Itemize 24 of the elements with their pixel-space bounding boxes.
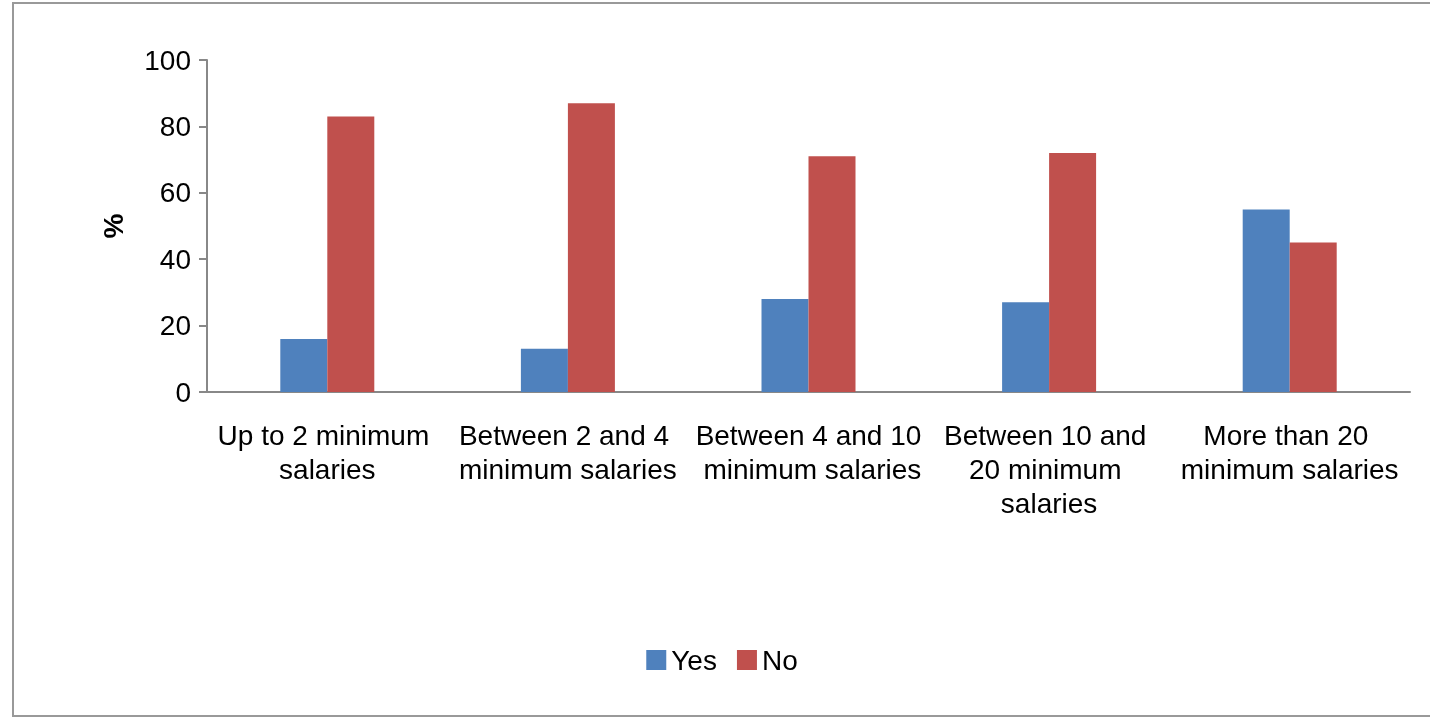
bar xyxy=(1242,209,1290,392)
bar xyxy=(280,338,328,392)
bar xyxy=(761,299,809,392)
y-tick-label: 60 xyxy=(159,177,191,209)
x-tick-label: Between 2 and 4 minimum salaries xyxy=(458,419,677,485)
legend-label: Yes xyxy=(671,644,717,676)
bar xyxy=(808,156,856,392)
x-tick-label: Up to 2 minimum salaries xyxy=(217,419,437,485)
x-tick-label: Between 10 and 20 minimum salaries xyxy=(944,419,1155,519)
bar xyxy=(327,116,375,392)
bar xyxy=(1049,152,1097,392)
y-axis-title: % xyxy=(97,213,129,239)
bar xyxy=(567,103,615,392)
bar xyxy=(1002,302,1050,392)
bar xyxy=(520,348,568,392)
x-tick-label: More than 20 minimum salaries xyxy=(1180,419,1399,485)
y-tick-label: 0 xyxy=(175,376,191,408)
bar xyxy=(1289,242,1337,392)
y-tick-label: 20 xyxy=(159,310,191,342)
x-tick-label: Between 4 and 10 minimum salaries xyxy=(695,419,922,485)
legend-label: No xyxy=(761,644,798,676)
y-tick-label: 40 xyxy=(159,243,191,275)
y-tick-label: 100 xyxy=(144,44,191,76)
y-tick-label: 80 xyxy=(159,110,191,142)
